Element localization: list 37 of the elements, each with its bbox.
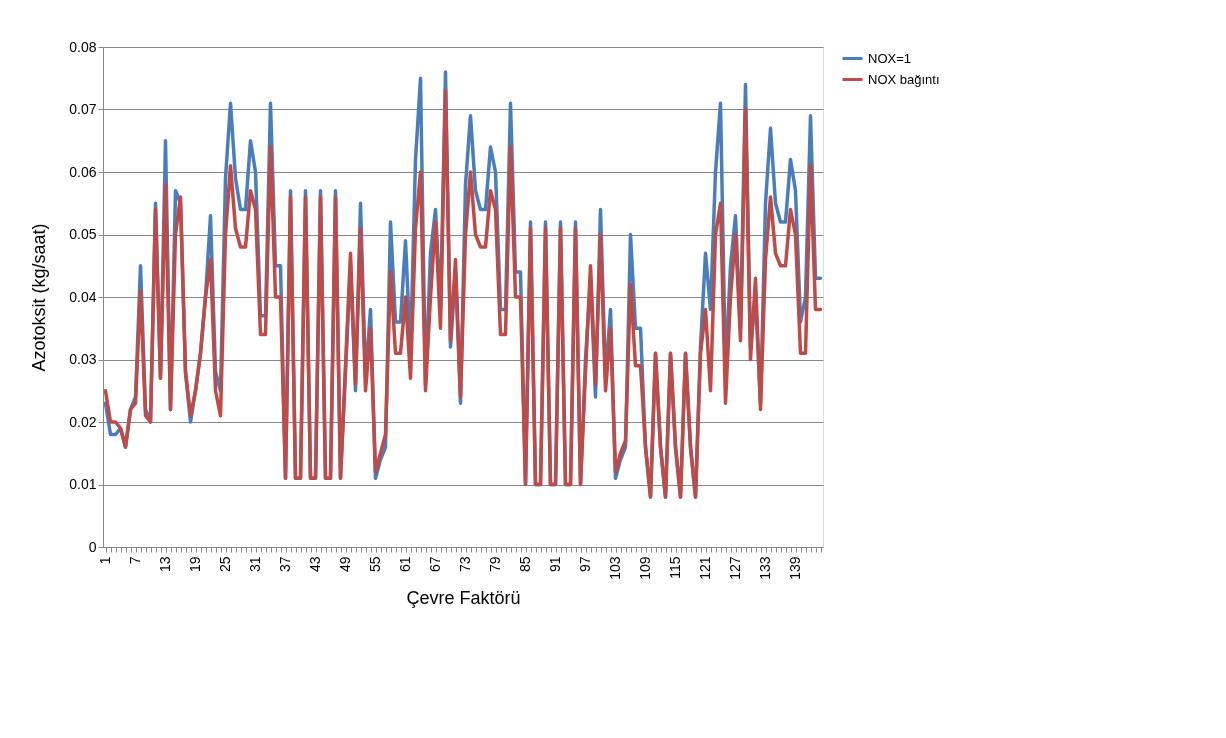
x-tick-label: 115 <box>667 556 683 579</box>
x-tick-label: 1 <box>97 556 113 565</box>
x-tick-label: 61 <box>397 556 413 573</box>
x-tick-label: 103 <box>607 556 623 580</box>
x-tick-label: 85 <box>517 556 533 573</box>
y-tick-label: 0 <box>88 538 97 555</box>
x-tick-label: 79 <box>487 556 503 573</box>
y-tick-label: 0.04 <box>69 288 97 305</box>
x-tick-label: 91 <box>547 556 563 573</box>
y-tick-label: 0.02 <box>69 413 97 430</box>
y-tick-label: 0.01 <box>69 476 97 492</box>
x-tick-label: 13 <box>157 556 173 573</box>
y-tick-label: 0.05 <box>69 226 97 242</box>
x-tick-label: 43 <box>307 556 323 573</box>
x-axis-title: Çevre Faktörü <box>406 587 521 608</box>
x-tick-label: 7 <box>127 556 143 565</box>
y-tick-label: 0.07 <box>69 101 97 117</box>
x-tick-label: 67 <box>427 556 443 573</box>
x-tick-label: 55 <box>367 556 383 573</box>
y-axis-title: Azotoksit (kg/saat) <box>29 223 50 372</box>
x-tick-label: 73 <box>457 556 473 573</box>
x-tick-label: 25 <box>217 556 233 573</box>
x-tick-label: 127 <box>727 556 743 580</box>
x-tick-label: 37 <box>277 556 293 573</box>
y-tick-label: 0.06 <box>69 163 97 180</box>
y-tick-label: 0.08 <box>69 38 97 55</box>
x-tick-label: 97 <box>577 556 593 573</box>
x-tick-label: 19 <box>187 556 203 573</box>
x-tick-label: 139 <box>787 556 803 580</box>
legend-label: NOX bağıntı <box>868 71 940 87</box>
x-tick-label: 121 <box>697 556 713 580</box>
x-tick-label: 133 <box>757 556 773 580</box>
y-tick-label: 0.03 <box>69 351 97 367</box>
legend-label: NOX=1 <box>868 50 911 66</box>
x-tick-label: 109 <box>637 556 653 580</box>
x-tick-label: 31 <box>247 556 263 573</box>
x-tick-label: 49 <box>337 556 353 573</box>
